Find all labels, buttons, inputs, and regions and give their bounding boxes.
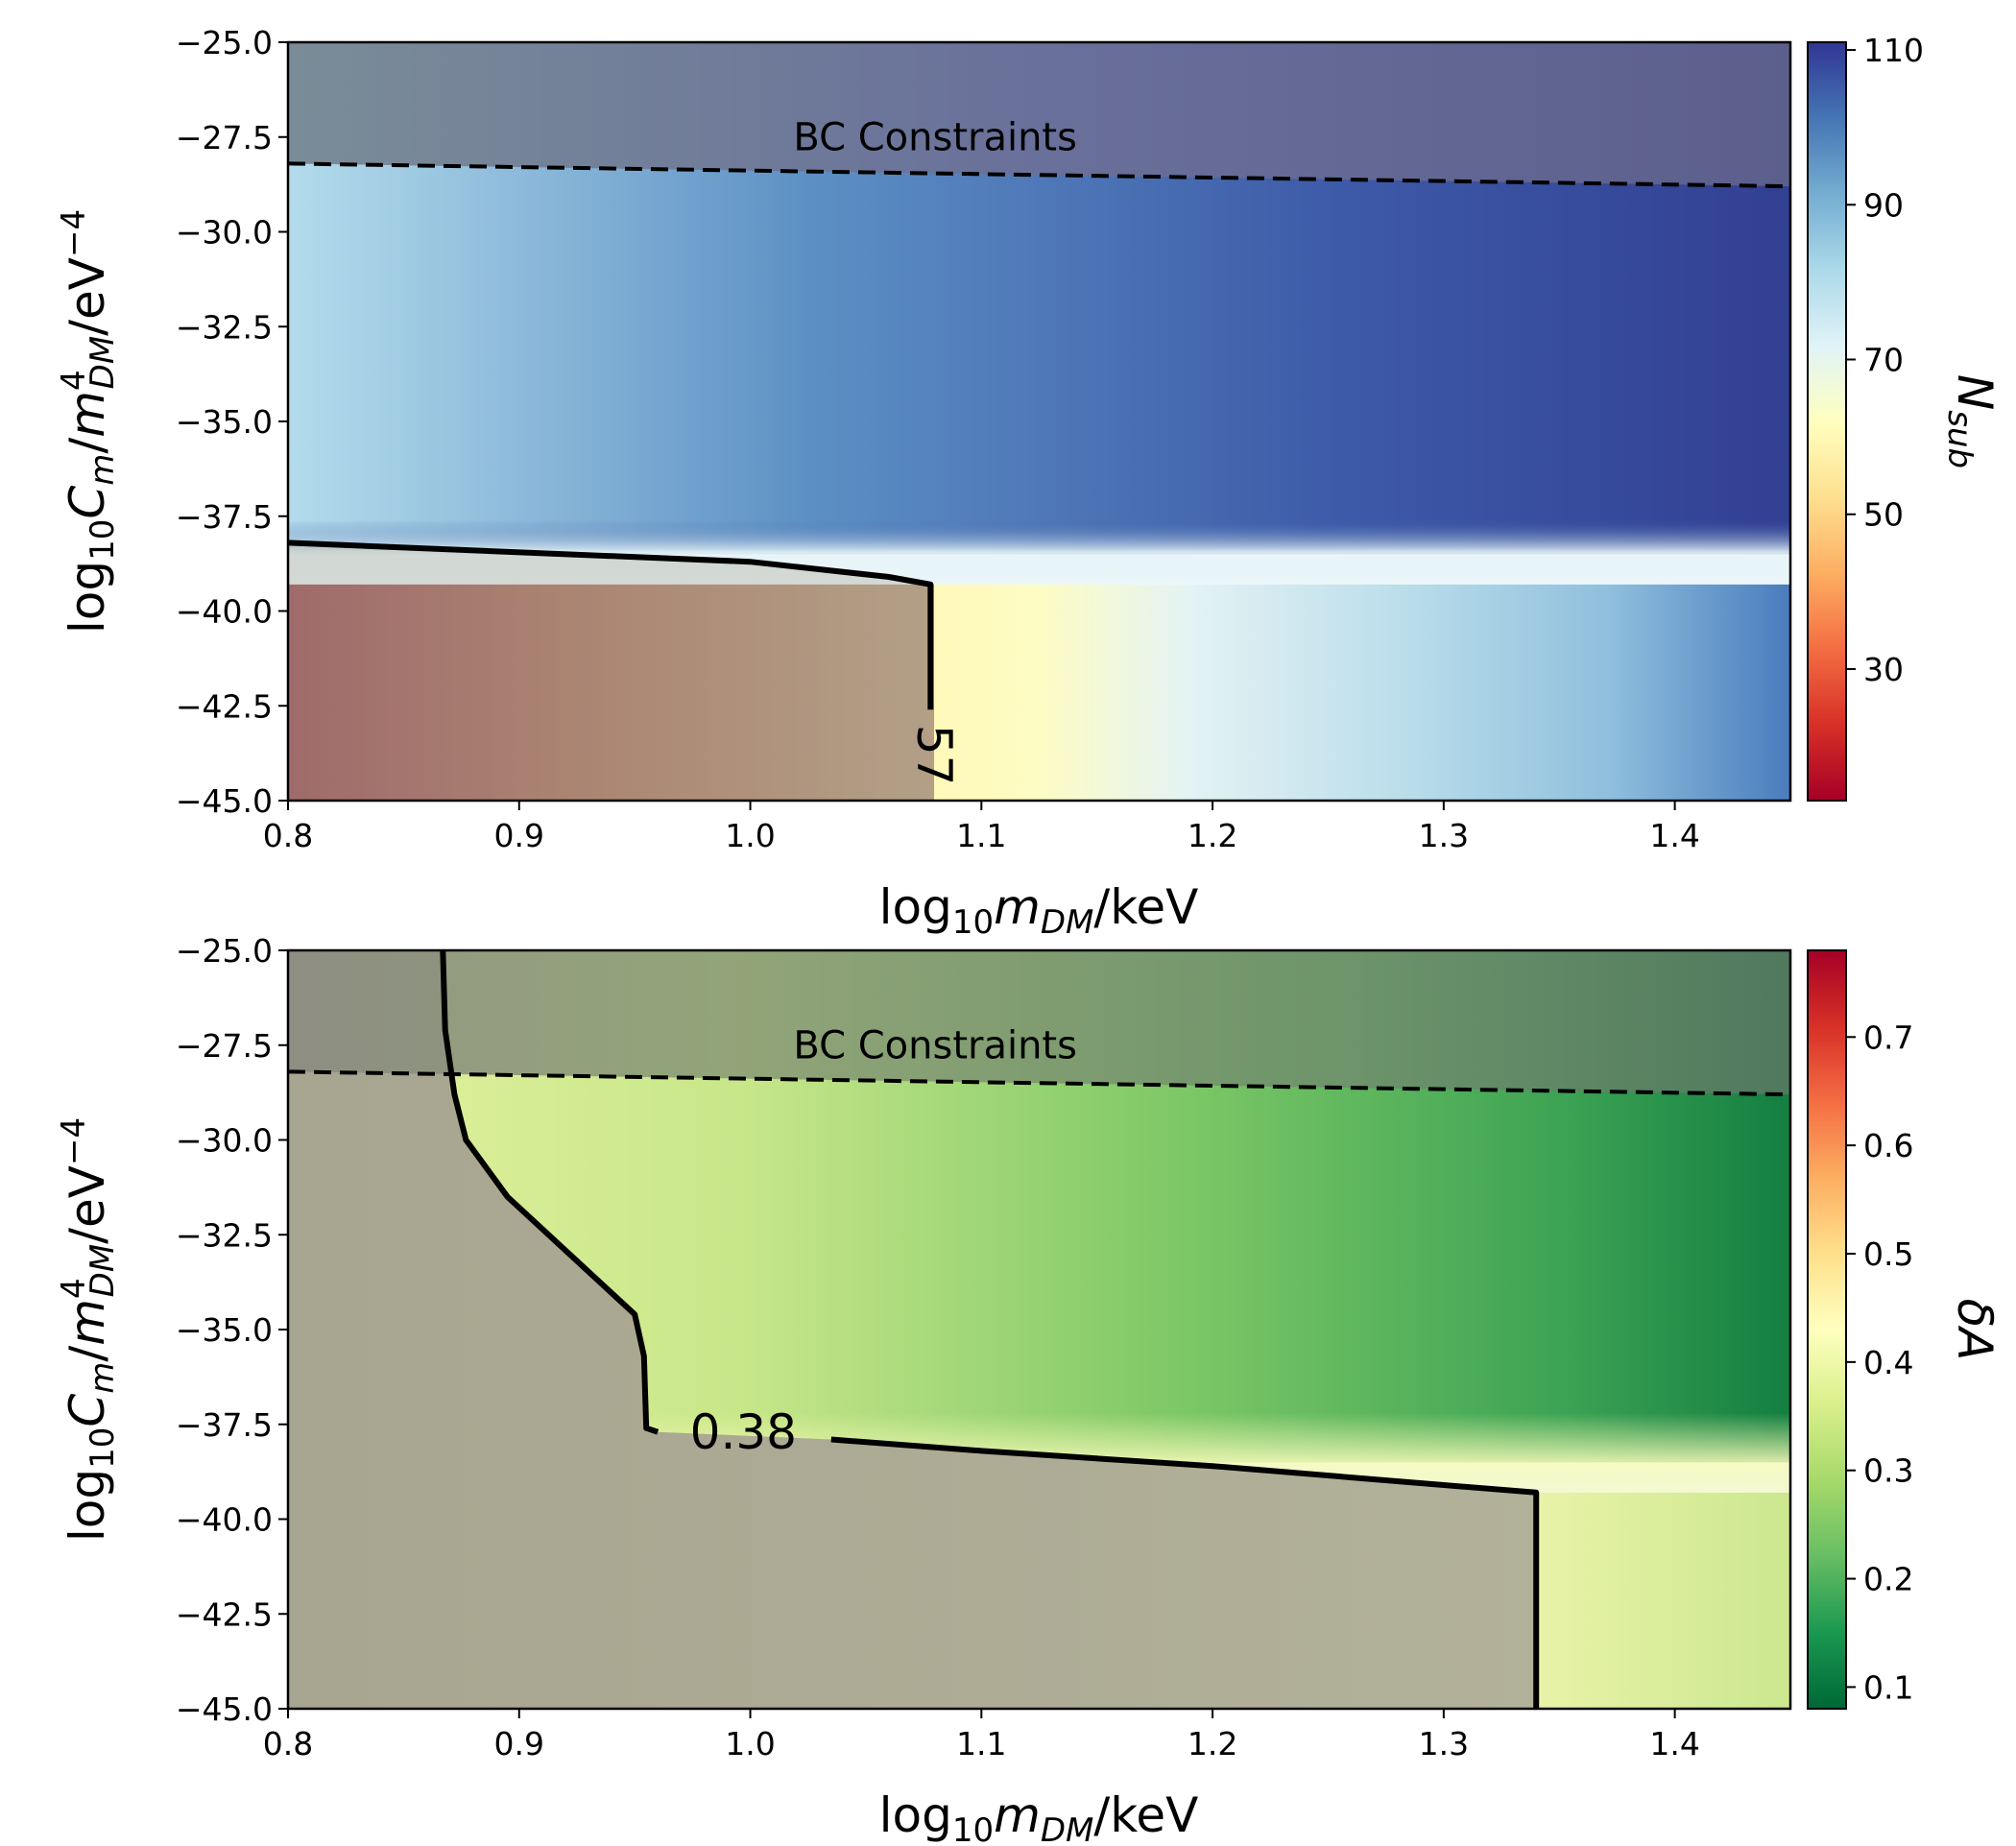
delta-a-colorbar-tick-label: 0.3 <box>1863 1452 1913 1490</box>
delta-a-heatmap <box>288 950 1790 1709</box>
delta-a-y-tick-label: −30.0 <box>176 1122 273 1160</box>
nsub-colorbar-label: Nsub <box>1940 374 2003 468</box>
delta-a-colorbar-tick-label: 0.7 <box>1863 1019 1913 1056</box>
delta-a-y-tick-label: −35.0 <box>176 1311 273 1349</box>
delta-a-x-axis-label: log10mDM/keV <box>879 1787 1199 1846</box>
nsub-y-tick-label: −25.0 <box>176 24 273 61</box>
nsub-x-tick-label: 1.3 <box>1419 817 1469 854</box>
nsub-contour-label: 57 <box>906 725 962 786</box>
nsub-colorbar-ticks: 30 50 70 90 110 <box>1846 32 1924 688</box>
nsub-x-tick-label: 1.2 <box>1188 817 1237 854</box>
delta-a-y-tick-label: −37.5 <box>176 1406 273 1444</box>
nsub-colorbar-tick-label: 110 <box>1863 32 1924 69</box>
nsub-y-tick-label: −30.0 <box>176 214 273 252</box>
delta-a-y-tick-label: −25.0 <box>176 932 273 970</box>
delta-a-y-tick-label: −42.5 <box>176 1595 273 1633</box>
bc-constraint-line <box>288 161 1790 189</box>
delta-a-x-tick-label: 0.8 <box>263 1725 313 1762</box>
nsub-colorbar-tick-label: 90 <box>1863 186 1904 224</box>
delta-a-y-tick-label: −27.5 <box>176 1027 273 1065</box>
delta-a-colorbar-label: δA <box>1947 1299 2003 1361</box>
nsub-panel: 57 BC Constraints 0.8 0.9 1.0 1.1 1.2 1.3 1.4 … <box>55 24 2003 942</box>
delta-a-contour-lower <box>830 1436 1540 1709</box>
delta-a-y-tick-label: −45.0 <box>176 1690 273 1728</box>
delta-a-y-tick-label: −40.0 <box>176 1501 273 1539</box>
delta-a-x-tick-label: 0.9 <box>494 1725 544 1762</box>
delta-a-excluded-region <box>288 950 1537 1709</box>
nsub-y-tick-label: −27.5 <box>176 119 273 156</box>
nsub-x-tick-label: 0.9 <box>494 817 544 854</box>
delta-a-y-axis-label: log10Cm/m4DM/eV−4 <box>55 1117 122 1542</box>
nsub-x-ticks: 0.8 0.9 1.0 1.1 1.2 1.3 1.4 <box>263 801 1700 854</box>
delta-a-x-tick-label: 1.1 <box>956 1725 1006 1762</box>
nsub-colorbar-tick-label: 70 <box>1863 342 1904 379</box>
delta-a-colorbar-tick-label: 0.2 <box>1863 1561 1913 1598</box>
bc-excluded-region <box>288 950 1790 1095</box>
delta-a-y-ticks: −25.0 −27.5 −30.0 −32.5 −35.0 −37.5 −40.0 −42.5… <box>176 932 288 1728</box>
nsub-contour-line <box>288 539 934 710</box>
nsub-y-tick-label: −37.5 <box>176 498 273 536</box>
nsub-colorbar <box>1807 41 1847 802</box>
bc-constraints-label: BC Constraints <box>793 115 1077 159</box>
bc-constraints-label: BC Constraints <box>793 1023 1077 1067</box>
delta-a-x-tick-label: 1.3 <box>1419 1725 1469 1762</box>
delta-a-colorbar-tick-label: 0.1 <box>1863 1668 1913 1706</box>
delta-a-x-tick-label: 1.4 <box>1649 1725 1699 1762</box>
bc-constraint-line <box>288 1069 1790 1097</box>
nsub-heatmap <box>288 42 1790 801</box>
nsub-x-tick-label: 1.4 <box>1649 817 1699 854</box>
nsub-y-ticks: −25.0 −27.5 −30.0 −32.5 −35.0 −37.5 −40.0 −42.5… <box>176 24 288 820</box>
nsub-colorbar-tick-label: 50 <box>1863 496 1904 534</box>
nsub-excluded-shade <box>288 542 931 801</box>
delta-a-colorbar-ticks: 0.1 0.2 0.3 0.4 0.5 0.6 0.7 <box>1846 1019 1913 1706</box>
bc-excluded-region <box>288 42 1790 187</box>
delta-a-panel: 0.38 BC Constraints 0.8 0.9 1.0 1.1 1.2 1.3 1.… <box>55 932 2003 1846</box>
delta-a-colorbar-tick-label: 0.5 <box>1863 1235 1913 1273</box>
nsub-y-tick-label: −42.5 <box>176 687 273 725</box>
nsub-x-axis-label: log10mDM/keV <box>879 879 1199 942</box>
delta-a-contour-upper <box>440 950 660 1435</box>
delta-a-colorbar-tick-label: 0.4 <box>1863 1344 1913 1381</box>
nsub-lower-field <box>288 584 1790 801</box>
delta-a-colorbar-tick-label: 0.6 <box>1863 1127 1913 1164</box>
delta-a-colorbar <box>1807 949 1847 1710</box>
nsub-y-tick-label: −45.0 <box>176 782 273 820</box>
nsub-colorbar-tick-label: 30 <box>1863 651 1904 688</box>
nsub-x-tick-label: 1.0 <box>725 817 775 854</box>
delta-a-x-tick-label: 1.0 <box>725 1725 775 1762</box>
nsub-x-tick-label: 1.1 <box>956 817 1006 854</box>
nsub-y-tick-label: −35.0 <box>176 403 273 441</box>
nsub-x-tick-label: 0.8 <box>263 817 313 854</box>
delta-a-x-tick-label: 1.2 <box>1188 1725 1237 1762</box>
nsub-y-axis-label: log10Cm/m4DM/eV−4 <box>55 209 122 634</box>
nsub-y-tick-label: −40.0 <box>176 593 273 631</box>
delta-a-x-ticks: 0.8 0.9 1.0 1.1 1.2 1.3 1.4 <box>263 1709 1700 1762</box>
nsub-y-tick-label: −32.5 <box>176 308 273 346</box>
delta-a-contour-label: 0.38 <box>690 1404 797 1460</box>
delta-a-y-tick-label: −32.5 <box>176 1216 273 1254</box>
